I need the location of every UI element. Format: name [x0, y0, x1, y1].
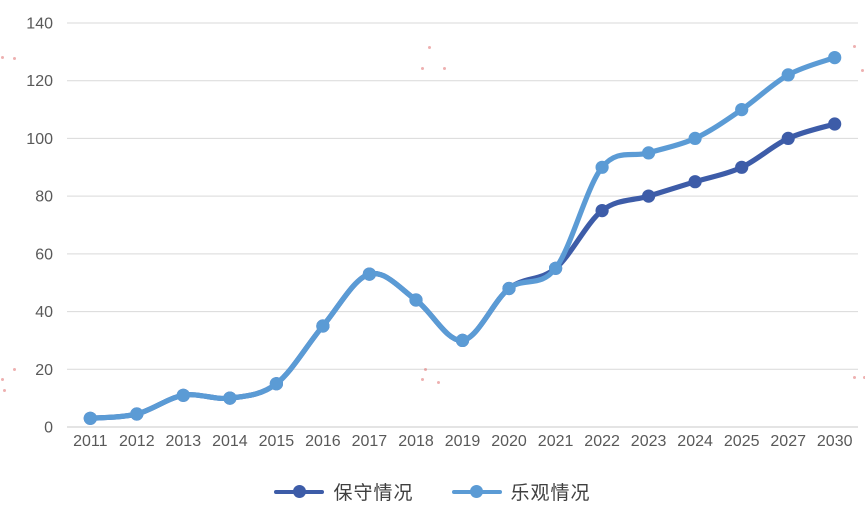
legend-label-conservative: 保守情况: [333, 483, 414, 504]
x-tick-label: 2024: [677, 433, 713, 450]
series-1-marker-2016: [316, 319, 330, 333]
y-tick-label: 20: [35, 362, 53, 379]
series-0-marker-2025: [735, 160, 749, 174]
series-0-marker-2024: [688, 175, 702, 189]
series-1-marker-2012: [130, 407, 144, 421]
x-tick-label: 2027: [770, 433, 806, 450]
x-tick-label: 2013: [166, 433, 202, 450]
watermark-speck: [861, 69, 864, 72]
x-tick-label: 2020: [491, 433, 527, 450]
watermark-speck: [1, 378, 4, 381]
series-0-line: [87, 121, 838, 421]
watermark-speck: [443, 67, 446, 70]
series-1-marker-2022: [595, 160, 609, 174]
series-1-marker-2025: [735, 103, 749, 117]
series-0-marker-2027: [781, 131, 795, 145]
watermark-speck: [853, 45, 856, 48]
legend-marker-dot-conservative: [292, 485, 306, 498]
series-1-marker-2015: [269, 377, 283, 391]
legend-label-optimistic: 乐观情况: [510, 483, 591, 504]
y-tick-label: 120: [26, 73, 53, 90]
legend-marker-line-conservative: [274, 485, 325, 498]
watermark-speck: [853, 376, 856, 379]
series-1-line: [87, 55, 838, 421]
series-1-marker-2019: [455, 333, 470, 347]
legend-item-conservative: 保守情况: [274, 478, 413, 505]
series-0-marker-2022: [595, 204, 609, 218]
watermark-speck: [428, 46, 431, 49]
series-1-marker-2011: [83, 411, 97, 425]
line-chart: 0 20 40 60 80 100 120 140 2011 2012 2013 2014 2015 20…: [26, 16, 858, 450]
y-tick-label: 40: [35, 304, 53, 321]
x-tick-label: 2023: [631, 433, 667, 450]
x-tick-label: 2019: [445, 433, 481, 450]
x-tick-label: 2014: [212, 433, 248, 450]
watermark-speck: [863, 376, 865, 379]
x-tick-label: 2030: [817, 433, 853, 450]
chart-legend: 保守情况 乐观情况: [0, 478, 865, 505]
x-tick-label: 2015: [259, 433, 295, 450]
x-tick-label: 2021: [538, 433, 574, 450]
x-tick-label: 2011: [73, 433, 108, 450]
series-1-marker-2024: [688, 131, 702, 145]
watermark-speck: [424, 368, 427, 371]
series-1-marker-2021: [549, 261, 563, 275]
x-tick-label: 2018: [398, 433, 434, 450]
watermark-speck: [3, 389, 6, 392]
series-0-marker-2030: [828, 117, 842, 131]
series-1-marker-2030: [828, 51, 842, 65]
y-tick-label: 140: [26, 16, 53, 33]
watermark-speck: [13, 368, 16, 371]
x-tick-label: 2022: [584, 433, 620, 450]
watermark-speck: [1, 56, 4, 59]
legend-item-optimistic: 乐观情况: [451, 478, 591, 505]
x-tick-label: 2017: [352, 433, 388, 450]
watermark-speck: [421, 378, 424, 381]
series-0-marker-2023: [642, 189, 656, 203]
x-tick-label: 2016: [305, 433, 341, 450]
legend-marker-dot-optimistic: [470, 485, 483, 498]
series-1-marker-2018: [409, 293, 423, 307]
series-1-marker-2027: [781, 68, 795, 82]
y-tick-label: 0: [44, 420, 53, 437]
watermark-speck: [13, 57, 16, 60]
series-1-marker-2014: [223, 391, 237, 405]
series-1-marker-2017: [362, 267, 376, 281]
y-tick-label: 60: [35, 246, 53, 263]
watermark-speck: [437, 381, 440, 384]
watermark-speck: [421, 67, 424, 70]
series-1-marker-2020: [502, 281, 516, 296]
legend-marker-line-optimistic: [451, 485, 502, 498]
x-tick-label: 2025: [724, 433, 760, 450]
series-1-marker-2023: [642, 146, 656, 160]
y-tick-label: 100: [26, 131, 53, 148]
x-tick-label: 2012: [119, 433, 155, 450]
series-1-marker-2013: [176, 388, 190, 402]
y-tick-label: 80: [35, 189, 53, 206]
